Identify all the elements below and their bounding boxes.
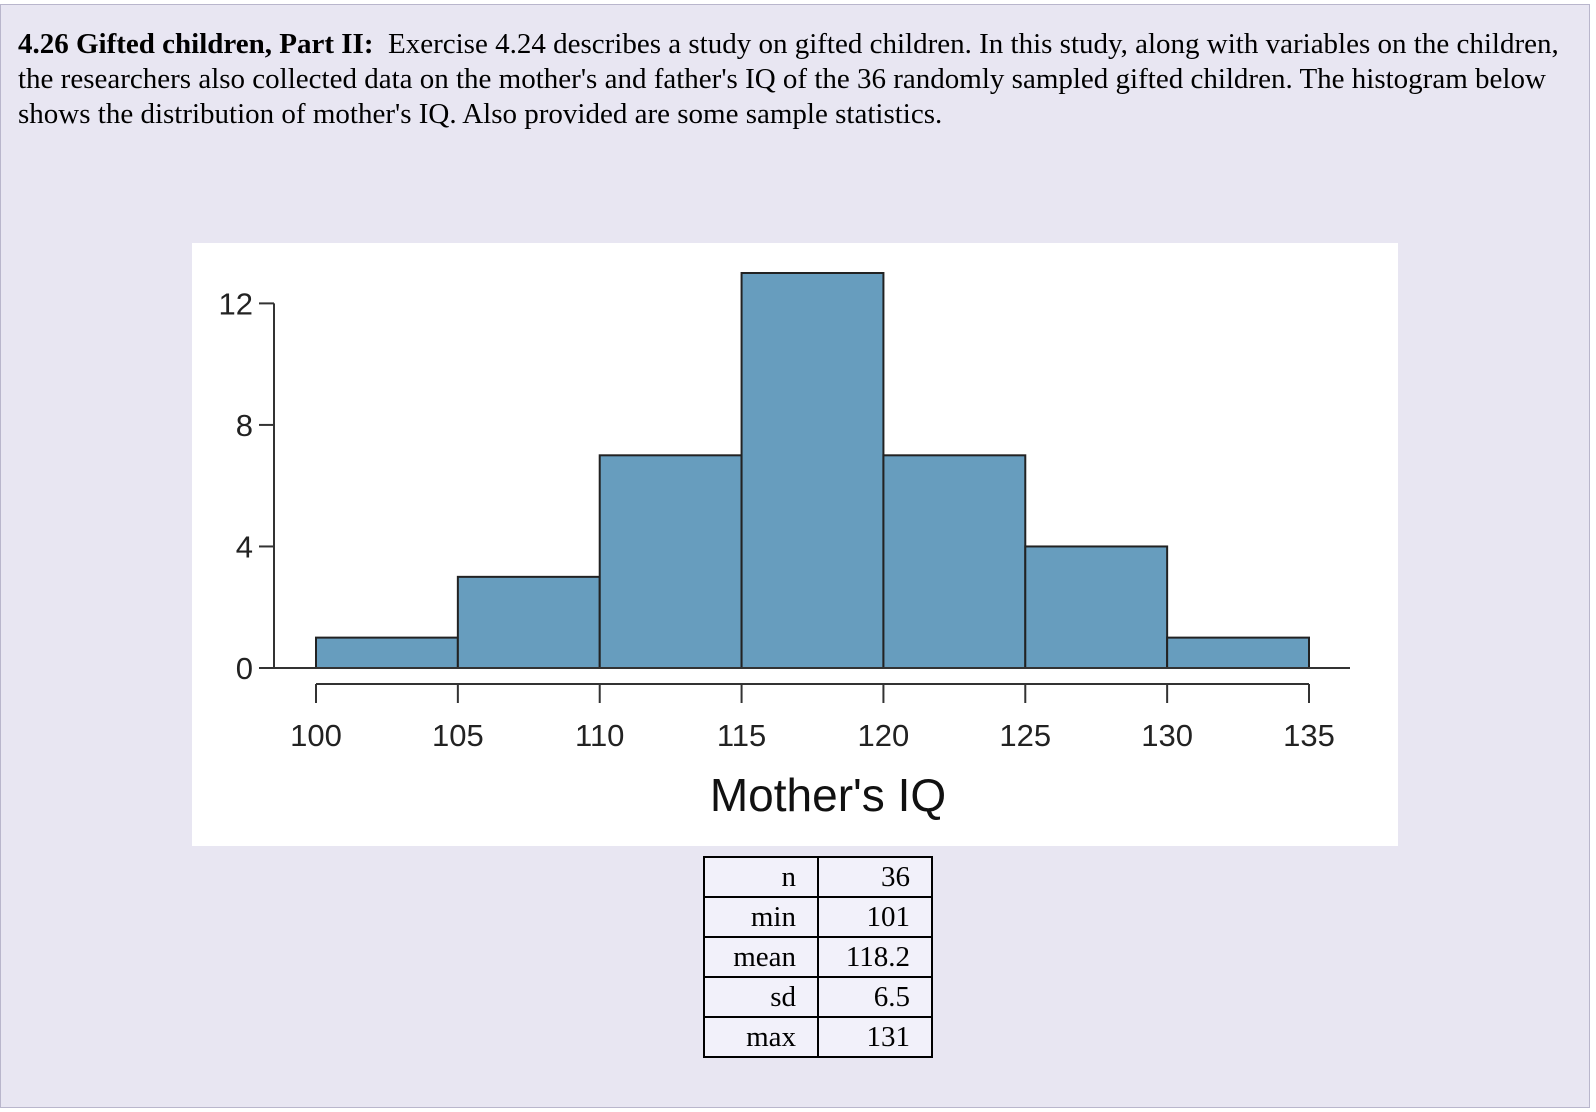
stat-value-max: 131 <box>817 1016 933 1058</box>
stats-row: max 131 <box>703 1016 933 1058</box>
sample-statistics-table: n 36 min 101 mean 118.2 sd 6.5 max 131 <box>703 856 933 1058</box>
histogram-bars <box>274 272 1350 670</box>
y-tick-label: 0 <box>236 651 253 686</box>
histogram-bar <box>598 454 743 669</box>
stat-label-min: min <box>703 896 819 938</box>
problem-heading: 4.26 Gifted children, Part II: <box>18 28 374 60</box>
y-axis: 0 4 8 12 <box>219 286 275 686</box>
stats-row: n 36 <box>703 856 933 898</box>
stat-label-max: max <box>703 1016 819 1058</box>
stat-value-min: 101 <box>817 896 933 938</box>
stat-value-mean: 118.2 <box>817 936 933 978</box>
x-tick-label: 120 <box>858 718 910 753</box>
y-tick-label: 4 <box>236 529 253 564</box>
x-tick-label: 135 <box>1283 718 1335 753</box>
y-tick-label: 8 <box>236 408 253 443</box>
stat-value-sd: 6.5 <box>817 976 933 1018</box>
problem-text: 4.26 Gifted children, Part II: Exercise … <box>18 27 1568 132</box>
histogram-bar <box>315 636 459 670</box>
histogram-svg: 0 4 8 12 100 105 110 115 120 125 130 135 Mother's … <box>219 272 1350 821</box>
histogram-chart: 0 4 8 12 100 105 110 115 120 125 130 135 Mother's … <box>192 243 1398 846</box>
stat-value-n: 36 <box>817 856 933 898</box>
stats-row: sd 6.5 <box>703 976 933 1018</box>
histogram-bar <box>456 575 601 670</box>
x-tick-label: 100 <box>290 718 342 753</box>
histogram-bar <box>1024 545 1169 670</box>
x-axis: 100 105 110 115 120 125 130 135 <box>290 683 1335 753</box>
x-tick-label: 125 <box>999 718 1051 753</box>
x-tick-label: 110 <box>575 718 624 753</box>
x-axis-label: Mother's IQ <box>710 769 946 821</box>
stats-row: mean 118.2 <box>703 936 933 978</box>
x-tick-label: 130 <box>1141 718 1193 753</box>
stats-row: min 101 <box>703 896 933 938</box>
histogram-bar <box>882 454 1027 669</box>
stat-label-sd: sd <box>703 976 819 1018</box>
histogram-bar <box>1166 636 1311 670</box>
stat-label-mean: mean <box>703 936 819 978</box>
stat-label-n: n <box>703 856 819 898</box>
problem-panel: 4.26 Gifted children, Part II: Exercise … <box>0 4 1590 1108</box>
y-tick-label: 12 <box>219 286 253 321</box>
histogram-bar <box>740 272 885 669</box>
problem-body: Exercise 4.24 describes a study on gifte… <box>18 28 1559 130</box>
x-tick-label: 115 <box>717 718 766 753</box>
x-tick-label: 105 <box>432 718 484 753</box>
